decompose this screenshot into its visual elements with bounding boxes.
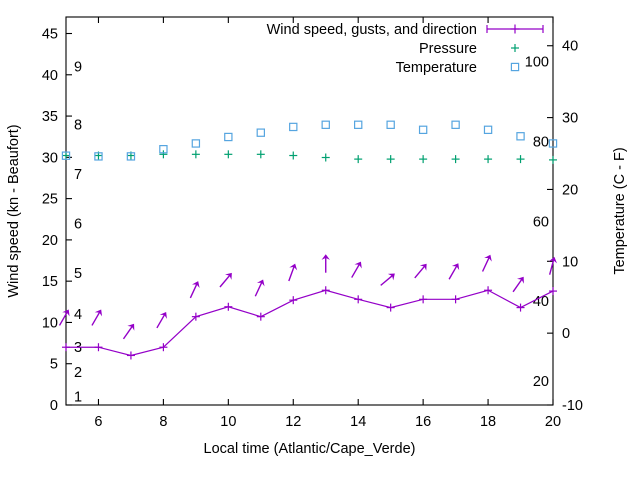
y2-axis-title: Temperature (C - F) bbox=[612, 147, 628, 274]
wind-direction-arrow bbox=[380, 273, 395, 286]
wind-direction-arrow bbox=[448, 263, 460, 280]
x-axis-tick-label: 20 bbox=[545, 414, 561, 430]
temperature-marker bbox=[451, 120, 460, 129]
temperature-marker bbox=[289, 122, 298, 132]
beaufort-label: 3 bbox=[74, 340, 82, 356]
y2-axis-tick-label: 0 bbox=[562, 326, 570, 342]
wind-direction-arrow bbox=[512, 276, 524, 293]
y-axis-tick-label: 20 bbox=[42, 233, 58, 249]
y-axis-title: Wind speed (kn - Beaufort) bbox=[6, 124, 22, 297]
wind-direction-arrow bbox=[481, 254, 492, 272]
wind-direction-arrow bbox=[351, 261, 362, 278]
temperature-marker bbox=[516, 132, 525, 141]
wind-direction-arrow bbox=[189, 281, 200, 299]
wind-direction-arrow bbox=[91, 309, 103, 326]
temperature-marker bbox=[354, 120, 363, 129]
wind-direction-arrow bbox=[414, 263, 427, 279]
wind-direction-arrow bbox=[122, 323, 135, 340]
wind-direction-arrow bbox=[219, 272, 232, 288]
beaufort-label: 4 bbox=[74, 307, 82, 323]
legend-square-sample bbox=[510, 62, 520, 72]
wind-direction-arrow bbox=[548, 256, 558, 275]
wind-direction-arrow bbox=[254, 279, 265, 297]
wind-direction-arrow bbox=[58, 309, 70, 326]
y2-axis-tick-label: -10 bbox=[562, 398, 583, 414]
temperature-marker bbox=[256, 128, 266, 137]
beaufort-label: 9 bbox=[74, 60, 82, 76]
x-axis-tick-label: 12 bbox=[285, 414, 301, 430]
x-axis-tick-label: 8 bbox=[159, 414, 167, 430]
x-axis-tick-label: 18 bbox=[480, 414, 496, 430]
y2-axis-tick-label: 30 bbox=[562, 111, 578, 127]
x-axis-tick-label: 6 bbox=[94, 414, 102, 430]
beaufort-label: 7 bbox=[74, 167, 82, 183]
y-axis-tick-label: 35 bbox=[42, 109, 58, 125]
y-axis-tick-label: 0 bbox=[50, 398, 58, 414]
temperature-marker bbox=[191, 139, 201, 148]
y-axis-tick-label: 45 bbox=[42, 27, 58, 43]
y2-fahrenheit-label: 60 bbox=[533, 214, 549, 230]
temperature-marker bbox=[61, 151, 71, 160]
legend-label: Wind speed, gusts, and direction bbox=[267, 22, 477, 38]
beaufort-label: 1 bbox=[74, 390, 82, 406]
y2-fahrenheit-label: 40 bbox=[533, 294, 549, 310]
wind-direction-arrow bbox=[288, 263, 298, 282]
y2-axis-tick-label: 10 bbox=[562, 254, 578, 270]
plot-border bbox=[65, 16, 554, 406]
y2-fahrenheit-label: 100 bbox=[525, 55, 549, 71]
wind-speed-line bbox=[66, 289, 554, 357]
temperature-marker bbox=[483, 125, 493, 135]
wind-direction-arrow bbox=[156, 311, 167, 329]
wind-direction-arrow bbox=[321, 254, 330, 273]
y2-fahrenheit-label: 20 bbox=[533, 374, 549, 390]
y-axis-tick-label: 40 bbox=[42, 68, 58, 84]
legend-label: Pressure bbox=[419, 41, 477, 57]
temperature-marker bbox=[159, 145, 168, 154]
temperature-marker bbox=[321, 120, 330, 129]
temperature-marker bbox=[126, 152, 136, 161]
temperature-marker bbox=[224, 132, 233, 142]
beaufort-label: 8 bbox=[74, 117, 82, 133]
temperature-marker bbox=[386, 120, 395, 129]
x-axis-tick-label: 14 bbox=[350, 414, 366, 430]
temperature-marker bbox=[548, 139, 558, 148]
beaufort-label: 6 bbox=[74, 216, 82, 232]
legend-label: Temperature bbox=[396, 60, 477, 76]
y2-axis-tick-label: 20 bbox=[562, 182, 578, 198]
y2-axis-tick-label: 40 bbox=[562, 39, 578, 55]
y-axis-tick-label: 15 bbox=[42, 274, 58, 290]
y2-fahrenheit-label: 80 bbox=[533, 135, 549, 151]
x-axis-tick-label: 16 bbox=[415, 414, 431, 430]
y-axis-tick-label: 5 bbox=[50, 357, 58, 373]
y-axis-tick-label: 30 bbox=[42, 150, 58, 166]
y-axis-tick-label: 25 bbox=[42, 192, 58, 208]
temperature-marker bbox=[418, 125, 428, 135]
beaufort-label: 5 bbox=[74, 266, 82, 282]
temperature-marker bbox=[94, 152, 103, 161]
x-axis-tick-label: 10 bbox=[220, 414, 236, 430]
y-axis-tick-label: 10 bbox=[42, 315, 58, 331]
beaufort-label: 2 bbox=[74, 365, 82, 381]
x-axis-title: Local time (Atlantic/Cape_Verde) bbox=[204, 441, 416, 457]
